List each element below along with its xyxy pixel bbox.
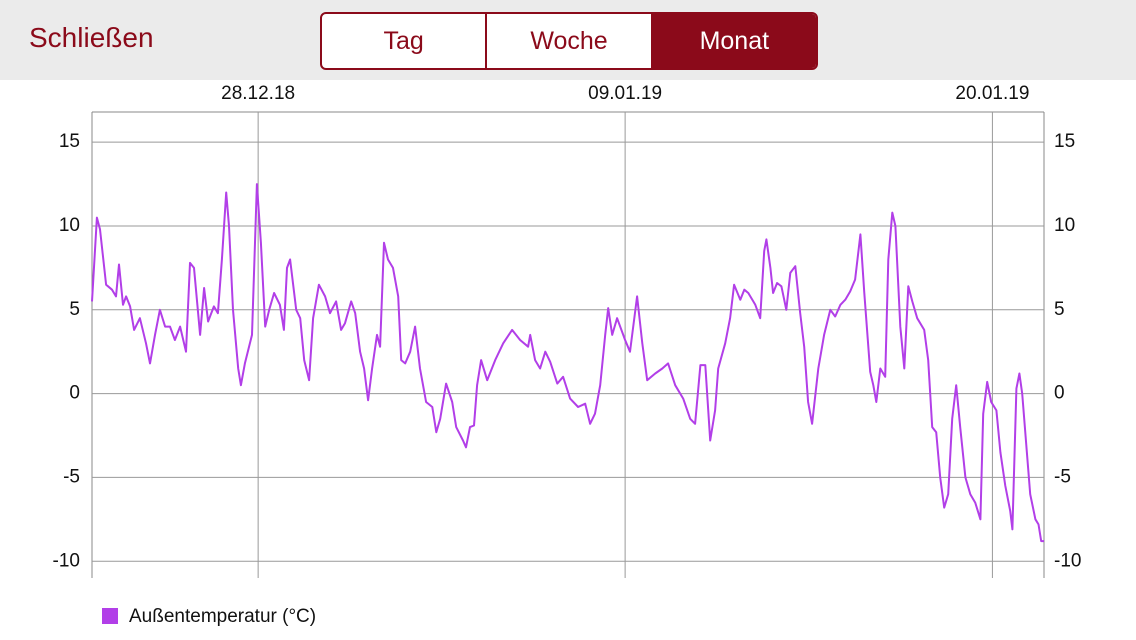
y-tick-label: -5 [63,466,80,487]
data-line [91,183,1044,543]
segment-button[interactable]: Tag [383,26,424,55]
y2-tick-label: 15 [1054,131,1075,152]
y2-tick-label: 5 [1054,299,1065,320]
x-tick-label: 28.12.18 [221,83,295,104]
segmented-control: Tag Woche Monat [320,12,818,70]
y-tick-label: 10 [59,215,80,236]
y2-tick-label: -5 [1054,466,1071,487]
y2-tick-label: 10 [1054,215,1075,236]
y2-tick-label: -10 [1054,550,1081,571]
top-bar: Schließen Tag Woche Monat [0,0,1136,80]
segment-button[interactable]: Woche [485,14,650,68]
y-tick-label: -10 [53,550,80,571]
segment-button[interactable]: Monat [650,14,816,68]
x-tick-label: 09.01.19 [588,83,662,104]
legend-swatch [102,608,118,624]
y-tick-label: 5 [69,299,80,320]
y-tick-label: 15 [59,131,80,152]
chart: 15 15 10 10 5 5 0 0 -5 -5 -10 -10 28.12.18 09.01.19 20… [53,83,1082,627]
x-tick-label: 20.01.19 [955,83,1029,104]
legend-label: Außentemperatur (°C) [129,606,316,627]
y-tick-label: 0 [69,383,80,404]
y2-tick-label: 0 [1054,383,1065,404]
close-button[interactable]: Schließen [29,22,154,53]
